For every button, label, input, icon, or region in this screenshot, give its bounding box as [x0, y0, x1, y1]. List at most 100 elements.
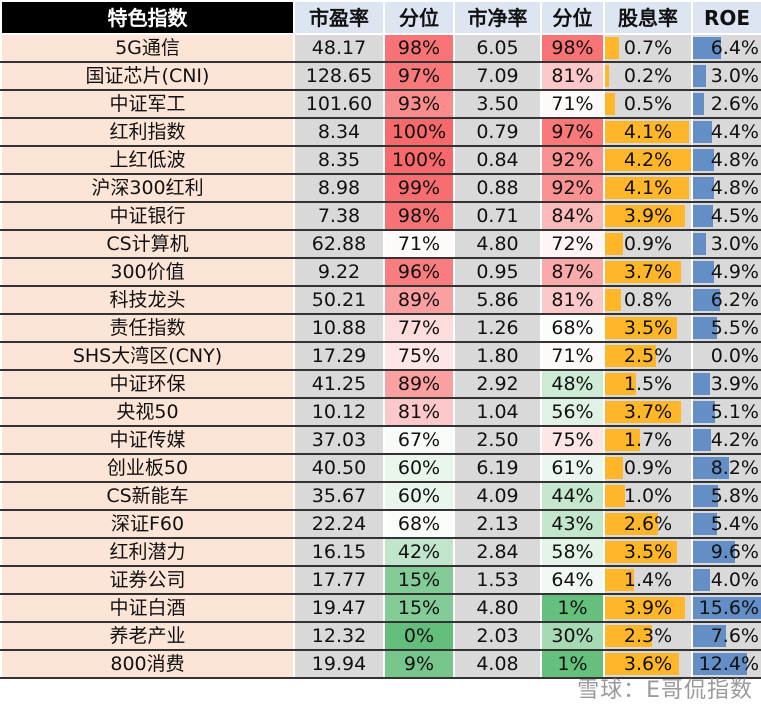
cell-index-name: 央视50	[0, 398, 295, 427]
cell-pe-percentile: 89%	[383, 370, 455, 399]
cell-dividend-yield-value: 1.7%	[623, 429, 673, 451]
cell-pb: 1.80	[453, 342, 542, 371]
cell-pe-percentile: 89%	[383, 286, 455, 315]
cell-pe: 10.12	[293, 398, 385, 427]
cell-roe-value: 6.4%	[710, 37, 759, 59]
table-row: 国证芯片(CNI) 128.65 97% 7.09 81% 0.2% 3.0%	[0, 62, 761, 91]
cell-pb-percentile: 44%	[540, 482, 605, 511]
cell-pb-percentile: 61%	[540, 454, 605, 483]
cell-pb-percentile: 48%	[540, 370, 605, 399]
cell-roe: 2.6%	[691, 90, 761, 119]
cell-index-name: CS新能车	[0, 482, 295, 511]
cell-roe: 4.5%	[691, 202, 761, 231]
cell-pb-percentile: 97%	[540, 118, 605, 147]
cell-index-name: 中证白酒	[0, 594, 295, 623]
table-row: CS新能车 35.67 60% 4.09 44% 1.0% 5.8%	[0, 482, 761, 511]
cell-dividend-yield: 4.2%	[603, 146, 693, 175]
dividend-data-bar	[606, 289, 622, 311]
cell-dividend-yield-value: 0.2%	[623, 65, 673, 87]
cell-pb: 0.84	[453, 146, 542, 175]
cell-roe: 5.4%	[691, 510, 761, 539]
dividend-data-bar	[606, 457, 624, 479]
cell-dividend-yield-value: 3.5%	[623, 541, 673, 563]
table-row: 责任指数 10.88 77% 1.26 68% 3.5% 5.5%	[0, 314, 761, 343]
cell-roe-value: 4.2%	[710, 429, 759, 451]
cell-index-name: 中证银行	[0, 202, 295, 231]
cell-pb: 6.05	[453, 34, 542, 63]
cell-pe: 48.17	[293, 34, 385, 63]
cell-index-name: CS计算机	[0, 230, 295, 259]
table-row: 800消费 19.94 9% 4.08 1% 3.6% 12.4%	[0, 650, 761, 679]
cell-pe: 35.67	[293, 482, 385, 511]
table-row: 创业板50 40.50 60% 6.19 61% 0.9% 8.2%	[0, 454, 761, 483]
cell-dividend-yield: 1.0%	[603, 482, 693, 511]
cell-dividend-yield: 2.5%	[603, 342, 693, 371]
cell-pe-percentile: 68%	[383, 510, 455, 539]
cell-pb-percentile: 92%	[540, 174, 605, 203]
cell-index-name: 红利指数	[0, 118, 295, 147]
cell-index-name: 创业板50	[0, 454, 295, 483]
cell-roe-value: 2.6%	[710, 93, 759, 115]
roe-data-bar	[694, 625, 727, 647]
cell-index-name: 800消费	[0, 650, 295, 679]
cell-roe: 5.8%	[691, 482, 761, 511]
cell-pe-percentile: 98%	[383, 202, 455, 231]
cell-roe-value: 15.6%	[698, 597, 759, 619]
cell-dividend-yield: 0.7%	[603, 34, 693, 63]
table-row: 深证F60 22.24 68% 2.13 43% 2.6% 5.4%	[0, 510, 761, 539]
cell-pe-percentile: 98%	[383, 34, 455, 63]
cell-dividend-yield: 4.1%	[603, 174, 693, 203]
cell-roe-value: 4.8%	[710, 149, 759, 171]
cell-index-name: 中证环保	[0, 370, 295, 399]
table-row: 中证传媒 37.03 67% 2.50 75% 1.7% 4.2%	[0, 426, 761, 455]
cell-pb-percentile: 81%	[540, 286, 605, 315]
cell-pe-percentile: 96%	[383, 258, 455, 287]
cell-index-name: 300价值	[0, 258, 295, 287]
cell-roe-value: 5.4%	[710, 513, 759, 535]
cell-pb: 5.86	[453, 286, 542, 315]
header-pb: 市净率	[453, 0, 542, 35]
cell-pb: 0.79	[453, 118, 542, 147]
roe-data-bar	[694, 373, 710, 395]
cell-roe: 3.0%	[691, 230, 761, 259]
cell-index-name: 深证F60	[0, 510, 295, 539]
cell-pe-percentile: 67%	[383, 426, 455, 455]
cell-index-name: 证券公司	[0, 566, 295, 595]
cell-roe-value: 3.9%	[710, 373, 759, 395]
cell-pb-percentile: 72%	[540, 230, 605, 259]
dividend-data-bar	[606, 401, 681, 423]
cell-pb-percentile: 43%	[540, 510, 605, 539]
cell-index-name: 责任指数	[0, 314, 295, 343]
dividend-data-bar	[606, 233, 624, 255]
cell-dividend-yield-value: 3.9%	[623, 597, 673, 619]
cell-dividend-yield: 0.9%	[603, 230, 693, 259]
roe-data-bar	[694, 317, 717, 339]
cell-roe-value: 5.5%	[710, 317, 759, 339]
cell-pe: 8.98	[293, 174, 385, 203]
cell-pb-percentile: 75%	[540, 426, 605, 455]
cell-pb-percentile: 58%	[540, 538, 605, 567]
cell-roe: 15.6%	[691, 594, 761, 623]
cell-dividend-yield-value: 0.5%	[623, 93, 673, 115]
header-dividend-yield: 股息率	[603, 0, 693, 35]
cell-roe: 3.0%	[691, 62, 761, 91]
header-roe: ROE	[691, 0, 761, 35]
table-row: CS计算机 62.88 71% 4.80 72% 0.9% 3.0%	[0, 230, 761, 259]
table-row: 科技龙头 50.21 89% 5.86 81% 0.8% 6.2%	[0, 286, 761, 315]
cell-pb: 2.13	[453, 510, 542, 539]
cell-dividend-yield: 3.6%	[603, 650, 693, 679]
table-row: 证券公司 17.77 15% 1.53 64% 1.4% 4.0%	[0, 566, 761, 595]
cell-roe-value: 4.4%	[710, 121, 759, 143]
cell-roe-value: 3.0%	[710, 65, 759, 87]
table-row: 沪深300红利 8.98 99% 0.88 92% 4.1% 4.8%	[0, 174, 761, 203]
cell-dividend-yield-value: 0.8%	[623, 289, 673, 311]
cell-roe-value: 4.8%	[710, 177, 759, 199]
cell-pe-percentile: 75%	[383, 342, 455, 371]
cell-pe: 41.25	[293, 370, 385, 399]
table-row: 中证银行 7.38 98% 0.71 84% 3.9% 4.5%	[0, 202, 761, 231]
roe-data-bar	[694, 261, 715, 283]
cell-pe-percentile: 15%	[383, 594, 455, 623]
cell-pe-percentile: 60%	[383, 454, 455, 483]
cell-roe-value: 5.1%	[710, 401, 759, 423]
cell-pe: 17.29	[293, 342, 385, 371]
